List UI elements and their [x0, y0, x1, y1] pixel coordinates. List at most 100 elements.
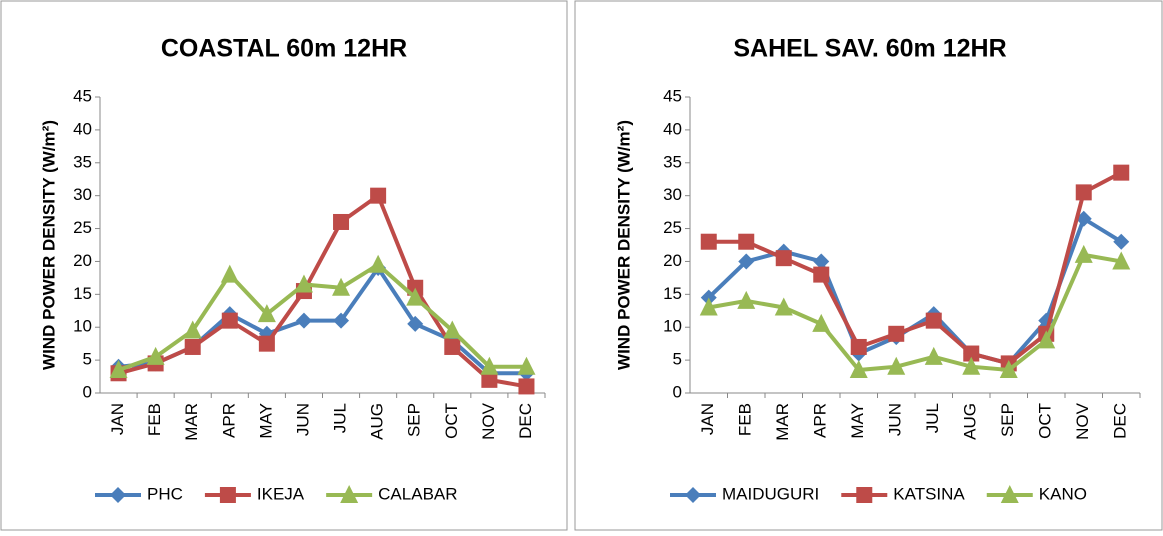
- marker: [219, 487, 236, 503]
- legend-label: CALABAR: [378, 484, 457, 503]
- x-tick-label: JAN: [698, 403, 717, 435]
- x-tick-label: NOV: [479, 402, 498, 440]
- x-tick-label: JAN: [108, 403, 127, 435]
- legend-label: KATSINA: [893, 484, 965, 503]
- marker: [109, 359, 128, 378]
- x-tick-label: FEB: [736, 403, 755, 436]
- y-tick-label: 40: [663, 119, 682, 138]
- x-tick-label: OCT: [1036, 403, 1055, 439]
- marker: [407, 315, 424, 332]
- marker: [146, 346, 165, 365]
- marker: [480, 356, 499, 375]
- legend-label: MAIDUGURI: [722, 484, 819, 503]
- marker: [925, 312, 942, 329]
- marker: [737, 290, 756, 309]
- x-tick-label: JUL: [331, 403, 350, 433]
- marker: [962, 356, 981, 375]
- y-tick-label: 45: [73, 86, 92, 105]
- y-tick-label: 30: [73, 185, 92, 204]
- x-tick-label: JUL: [923, 403, 942, 433]
- x-tick-label: NOV: [1073, 402, 1092, 440]
- marker: [333, 213, 350, 230]
- series-line: [118, 192, 527, 389]
- marker: [999, 359, 1018, 378]
- marker: [699, 297, 718, 316]
- marker: [406, 287, 425, 306]
- y-tick-label: 5: [673, 350, 682, 369]
- marker: [685, 487, 701, 503]
- x-tick-label: MAY: [256, 403, 275, 439]
- x-tick-label: DEC: [1111, 403, 1130, 439]
- marker: [813, 266, 830, 283]
- y-tick-label: 20: [663, 251, 682, 270]
- marker: [221, 312, 238, 329]
- y-axis-label: WIND POWER DENSITY (W/m²): [614, 120, 633, 370]
- x-tick-label: APR: [219, 403, 238, 438]
- series-line: [708, 252, 1122, 373]
- y-tick-label: 0: [83, 382, 92, 401]
- y-tick-label: 5: [83, 350, 92, 369]
- legend-label: PHC: [147, 484, 183, 503]
- marker: [183, 320, 202, 339]
- x-tick-label: SEP: [998, 403, 1017, 437]
- marker: [333, 312, 350, 329]
- marker: [369, 254, 388, 273]
- marker: [370, 187, 387, 204]
- marker: [775, 250, 792, 267]
- marker: [517, 356, 536, 375]
- marker: [444, 338, 461, 355]
- x-tick-label: MAR: [773, 403, 792, 441]
- marker: [443, 320, 462, 339]
- marker: [812, 313, 831, 332]
- marker: [1113, 233, 1130, 250]
- x-tick-label: FEB: [145, 403, 164, 436]
- chart-title: COASTAL 60m 12HR: [161, 35, 407, 63]
- marker: [257, 304, 276, 323]
- x-tick-label: MAY: [848, 403, 867, 439]
- marker: [220, 264, 239, 283]
- x-tick-label: DEC: [516, 403, 535, 439]
- marker: [850, 338, 867, 355]
- x-tick-label: SEP: [405, 403, 424, 437]
- marker: [887, 356, 906, 375]
- marker: [849, 359, 868, 378]
- marker: [110, 487, 126, 503]
- marker: [518, 378, 535, 395]
- marker: [1112, 251, 1131, 270]
- x-tick-label: AUG: [368, 403, 387, 440]
- y-tick-label: 15: [663, 284, 682, 303]
- x-tick-label: JUN: [886, 403, 905, 436]
- y-tick-label: 10: [663, 317, 682, 336]
- legend-label: IKEJA: [257, 484, 305, 503]
- marker: [924, 346, 943, 365]
- y-tick-label: 25: [73, 218, 92, 237]
- marker: [294, 274, 313, 293]
- marker: [1000, 485, 1019, 503]
- y-tick-label: 10: [73, 317, 92, 336]
- marker: [700, 233, 717, 250]
- marker: [813, 253, 830, 270]
- marker: [963, 345, 980, 362]
- marker: [738, 233, 755, 250]
- marker: [1074, 244, 1093, 263]
- chart-title: SAHEL SAV. 60m 12HR: [733, 35, 1006, 63]
- marker: [340, 485, 359, 503]
- marker: [295, 312, 312, 329]
- marker: [1037, 330, 1056, 349]
- marker: [184, 338, 201, 355]
- panel-border: [0, 0, 568, 531]
- marker: [738, 253, 755, 270]
- y-tick-label: 45: [663, 86, 682, 105]
- marker: [1075, 184, 1092, 201]
- marker: [258, 335, 275, 352]
- x-tick-label: APR: [811, 403, 830, 438]
- y-tick-label: 25: [663, 218, 682, 237]
- marker: [856, 487, 873, 503]
- marker: [774, 297, 793, 316]
- x-tick-label: AUG: [961, 403, 980, 440]
- marker: [481, 371, 498, 388]
- y-tick-label: 40: [73, 119, 92, 138]
- series-line: [708, 170, 1123, 366]
- y-tick-label: 30: [663, 185, 682, 204]
